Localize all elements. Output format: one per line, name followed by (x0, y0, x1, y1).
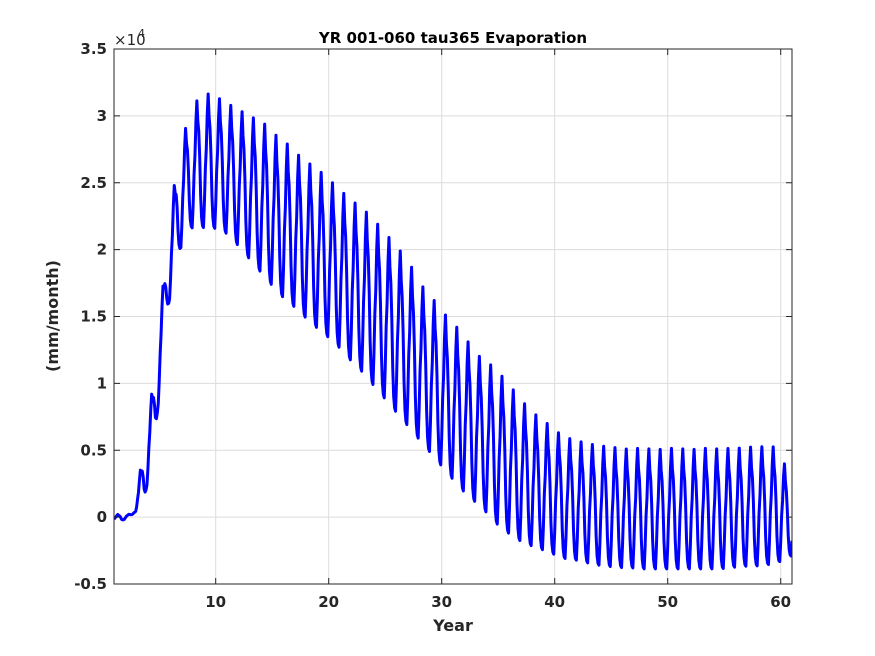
series-layer (114, 92, 792, 571)
y-tick-label: 1.5 (80, 308, 107, 326)
y-multiplier-exponent: 4 (138, 27, 145, 40)
y-tick-label: 2.5 (80, 174, 107, 192)
x-tick-label: 60 (770, 593, 791, 611)
y-tick-labels: -0.5 0 0.5 1 1.5 2 2.5 3 3.5 (74, 40, 107, 593)
x-tick-label: 20 (318, 593, 339, 611)
chart-title: YR 001-060 tau365 Evaporation (318, 29, 587, 47)
y-multiplier-base: ×10 (114, 31, 146, 49)
y-tick-label: -0.5 (74, 575, 107, 593)
x-axis-label: Year (432, 616, 473, 635)
tick-marks (114, 48, 792, 585)
y-axis-label: (mm/month) (43, 260, 62, 372)
y-tick-label: 3.5 (80, 40, 107, 58)
y-tick-label: 0.5 (80, 441, 107, 459)
x-tick-label: 50 (657, 593, 678, 611)
evaporation-series-line (114, 92, 792, 571)
y-tick-label: 0 (97, 508, 107, 526)
y-multiplier: ×10 4 (114, 27, 146, 49)
x-tick-label: 40 (544, 593, 565, 611)
y-tick-label: 3 (97, 107, 107, 125)
x-tick-labels: 10 20 30 40 50 60 (205, 593, 791, 611)
x-tick-label: 30 (431, 593, 452, 611)
y-tick-label: 1 (97, 374, 107, 392)
x-tick-label: 10 (205, 593, 226, 611)
y-tick-label: 2 (97, 241, 107, 259)
